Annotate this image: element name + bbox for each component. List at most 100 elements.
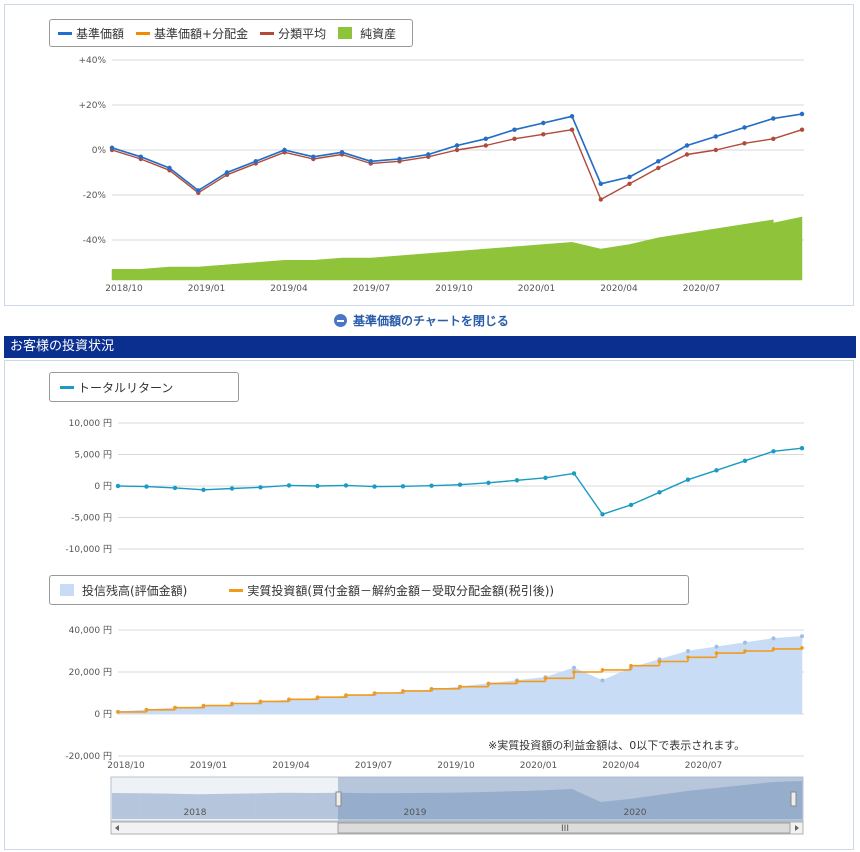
fund-balance-area-segment xyxy=(573,667,603,715)
base-price-segment xyxy=(341,151,372,163)
base-price-segment xyxy=(197,171,228,192)
navigator-area-segment xyxy=(773,781,802,819)
balance-legend: 投信残高(評価金額) 実質投資額(買付金額－解約金額－受取分配金額(税引後)) xyxy=(49,575,689,605)
y-tick-label: 0 円 xyxy=(94,481,112,492)
category-average-segment xyxy=(744,138,774,144)
category-average-segment xyxy=(140,158,170,171)
x-tick-label: 2020/07 xyxy=(683,284,720,294)
navigator-area-segment xyxy=(600,799,630,819)
legend-item[interactable]: 投信残高(評価金額) xyxy=(60,582,187,599)
category-average-segment xyxy=(629,167,659,185)
navigator-area-segment xyxy=(313,792,342,819)
navigator-area-segment xyxy=(112,793,141,819)
fund-price-legend: 基準価額 基準価額+分配金 分類平均 純資産 xyxy=(49,19,414,47)
net-assets-area-segment xyxy=(341,257,372,281)
x-tick-label: 2019/10 xyxy=(435,284,473,294)
navigator-area-segment xyxy=(370,793,400,819)
base-price-segment xyxy=(313,151,343,158)
navigator-left-handle[interactable] xyxy=(335,791,342,807)
category-average-segment xyxy=(370,160,400,165)
investment-status-charts: 10,000 円 5,000 円 0 円 -5,000 円 -10,000 円 40,0… xyxy=(65,418,805,835)
base-price-segment xyxy=(428,144,458,156)
fund-balance-area-segment xyxy=(431,686,461,715)
legend-item[interactable]: 基準価額+分配金 xyxy=(136,25,248,42)
total-return-segment xyxy=(659,479,689,493)
net-assets-area-segment xyxy=(571,241,602,281)
base-price-segment xyxy=(370,158,400,163)
category-average-segment xyxy=(686,149,716,156)
total-return-segment xyxy=(630,491,660,506)
base-price-segment xyxy=(629,160,659,178)
base-price-segment xyxy=(140,156,170,169)
fund-balance-point xyxy=(771,636,776,641)
base-price-segment xyxy=(485,128,515,140)
base-price-segment xyxy=(169,167,199,192)
navigator-scrollbar-grip: III xyxy=(561,824,569,834)
x-tick-label: 2019/04 xyxy=(270,284,308,294)
fund-balance-area-segment xyxy=(744,638,774,715)
legend-item[interactable]: 分類平均 xyxy=(260,25,326,42)
net-assets-area-segment xyxy=(686,228,717,281)
legend-swatch xyxy=(60,584,74,596)
legend-label: 純資産 xyxy=(360,26,397,41)
total-return-segment xyxy=(459,482,489,486)
total-return-segment xyxy=(260,484,290,488)
category-average-segment xyxy=(543,129,573,135)
category-average-segment xyxy=(428,149,458,158)
fund-balance-area-segment xyxy=(659,650,689,715)
total-return-segment xyxy=(203,487,233,491)
navigator-area-segment xyxy=(140,793,170,819)
navigator-area-segment xyxy=(457,792,486,819)
x-tick-label: 2020/04 xyxy=(600,284,638,294)
fund-balance-point xyxy=(600,678,605,683)
navigator-year-label: 2018 xyxy=(184,808,207,818)
fund-balance-point xyxy=(743,640,747,645)
fund-balance-point xyxy=(800,634,804,639)
navigator-scrollbar-thumb[interactable] xyxy=(337,822,791,834)
base-price-segment xyxy=(456,138,486,147)
navigator-right-handle[interactable] xyxy=(790,791,797,807)
fund-balance-area-segment xyxy=(602,667,632,715)
x-tick-label: 2019/01 xyxy=(188,284,225,294)
total-return-segment xyxy=(317,484,347,487)
scroll-left-arrow-icon[interactable] xyxy=(115,825,119,831)
close-price-chart-label: 基準価額のチャートを閉じる xyxy=(353,314,509,328)
net-assets-area-segment xyxy=(543,242,573,281)
total-return-segment xyxy=(288,484,318,487)
total-return-segment xyxy=(431,484,461,487)
navigator-area-segment xyxy=(629,795,659,819)
navigator-area-segment xyxy=(284,792,314,819)
net-assets-area-segment xyxy=(744,219,774,281)
total-return-segment xyxy=(402,485,432,487)
legend-label: トータルリターン xyxy=(78,380,174,395)
category-average-segment xyxy=(514,133,544,140)
category-average-segment xyxy=(715,142,745,151)
minus-circle-icon xyxy=(334,314,347,327)
net-assets-area-segment xyxy=(399,253,429,281)
total-return-segment xyxy=(573,472,604,515)
base-price-segment xyxy=(657,144,688,163)
navigator-area-segment xyxy=(514,790,544,819)
fund-balance-point xyxy=(572,665,576,670)
category-average-segment xyxy=(399,156,429,162)
navigator-area-segment xyxy=(198,793,227,819)
legend-item[interactable]: トータルリターン xyxy=(60,379,173,396)
legend-item[interactable]: 実質投資額(買付金額－解約金額－受取分配金額(税引後)) xyxy=(229,582,554,599)
legend-item[interactable]: 純資産 xyxy=(338,25,396,42)
net-assets-area-segment xyxy=(313,257,343,281)
base-price-segment xyxy=(226,160,257,174)
net-assets-area-segment xyxy=(773,216,803,281)
legend-item[interactable]: 基準価額 xyxy=(58,25,124,42)
category-average-segment xyxy=(313,153,343,160)
base-price-segment xyxy=(111,147,142,158)
total-return-segment xyxy=(744,450,774,462)
legend-label: 基準価額 xyxy=(76,26,125,41)
scroll-right-arrow-icon[interactable] xyxy=(795,825,799,831)
close-price-chart-link[interactable]: 基準価額のチャートを閉じる xyxy=(334,312,509,329)
y-tick-label: 40,000 円 xyxy=(69,625,112,636)
y-tick-label: -10,000 円 xyxy=(65,544,112,555)
net-assets-area-segment xyxy=(456,248,487,281)
y-tick-label: -5,000 円 xyxy=(71,513,112,524)
x-tick-label: 2019/07 xyxy=(353,284,390,294)
navigator-area-segment xyxy=(428,792,457,819)
